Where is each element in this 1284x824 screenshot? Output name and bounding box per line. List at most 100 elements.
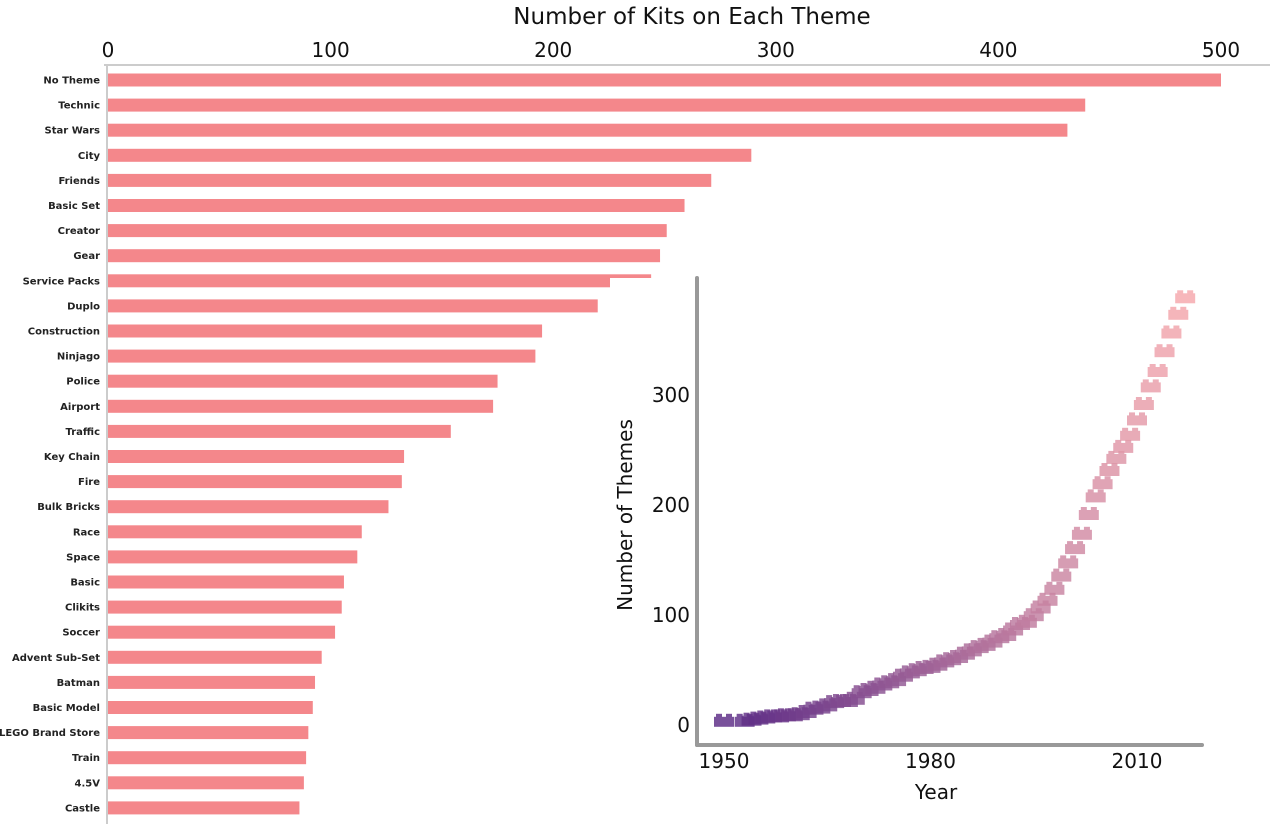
brick-stud xyxy=(1159,364,1166,368)
brick-stud xyxy=(1108,450,1115,455)
x-tick-label: 0 xyxy=(102,38,115,62)
brick-marker xyxy=(1078,507,1099,520)
bar-clikits xyxy=(108,600,342,614)
brick-stud xyxy=(819,698,826,703)
brick-stud xyxy=(1163,325,1170,330)
brick-stud xyxy=(894,668,901,673)
brick-stud xyxy=(791,707,798,712)
brick-stud xyxy=(826,695,833,700)
brick-marker xyxy=(1113,439,1134,453)
brick-stud xyxy=(1149,364,1156,368)
bar-fire xyxy=(108,475,402,489)
brick-stud xyxy=(833,694,840,698)
category-label: Clikits xyxy=(65,603,100,614)
brick-stud xyxy=(1056,581,1063,586)
bar-city xyxy=(108,148,752,162)
category-label: Construction xyxy=(28,327,100,338)
brick-stud xyxy=(1122,427,1129,432)
category-label: No Theme xyxy=(43,76,100,87)
category-label: Batman xyxy=(57,678,100,689)
bar-soccer xyxy=(108,625,336,639)
bar-creator xyxy=(108,224,667,238)
brick-marker xyxy=(1065,541,1086,555)
brick-body xyxy=(1016,617,1037,628)
brick-marker xyxy=(1175,290,1196,304)
brick-body xyxy=(1092,479,1113,490)
brick-body xyxy=(1154,347,1175,358)
brick-stud xyxy=(1053,568,1060,573)
bar-bulk-bricks xyxy=(108,500,389,514)
brick-stud xyxy=(1005,622,1012,627)
bar-police xyxy=(108,374,498,388)
category-label: Train xyxy=(72,753,100,764)
category-label: Duplo xyxy=(67,301,100,312)
brick-marker xyxy=(1127,412,1147,426)
brick-stud xyxy=(1101,463,1108,467)
bar-basic-set xyxy=(108,199,685,212)
bar-race xyxy=(108,525,362,539)
brick-stud xyxy=(736,713,743,718)
brick-stud xyxy=(1083,526,1090,531)
brick-marker xyxy=(1154,344,1175,358)
bar-friends xyxy=(108,173,712,187)
brick-stud xyxy=(1115,439,1122,444)
brick-marker xyxy=(1147,364,1168,377)
brick-body xyxy=(1106,453,1127,464)
brick-stud xyxy=(1170,306,1177,311)
bar-train xyxy=(108,751,307,765)
brick-stud xyxy=(1125,439,1132,444)
brick-stud xyxy=(1018,614,1025,619)
brick-stud xyxy=(1073,526,1080,531)
brick-stud xyxy=(853,685,860,690)
brick-body xyxy=(1065,544,1086,555)
brick-stud xyxy=(1104,476,1111,481)
bar-technic xyxy=(108,98,1086,112)
brick-body xyxy=(844,694,865,705)
brick-stud xyxy=(881,675,888,680)
bar-advent-sub-set xyxy=(108,650,322,664)
brick-marker xyxy=(1071,526,1092,540)
brick-stud xyxy=(950,650,957,654)
brick-body xyxy=(1003,625,1024,636)
top-axis-ticks: 0 100 200 300 400 500 xyxy=(102,38,1240,62)
category-labels: No Theme Technic Star Wars City Friends Basic… xyxy=(0,76,100,815)
category-label: Fire xyxy=(78,477,100,488)
bar-no-theme xyxy=(108,73,1221,87)
brick-marker xyxy=(1099,463,1120,476)
category-label: Ninjago xyxy=(57,352,100,363)
brick-body xyxy=(1161,328,1182,339)
brick-marker xyxy=(1044,581,1065,595)
brick-body xyxy=(1099,466,1120,476)
brick-stud xyxy=(839,694,846,698)
brick-stud xyxy=(901,665,908,670)
brick-body xyxy=(1071,529,1092,540)
brick-stud xyxy=(1129,412,1135,417)
brick-stud xyxy=(764,709,771,714)
inset-y-tick-label: 200 xyxy=(652,493,690,517)
bar-duplo xyxy=(108,299,598,313)
brick-stud xyxy=(1180,306,1187,311)
brick-stud xyxy=(1142,379,1149,384)
brick-stud xyxy=(750,711,757,716)
brick-marker xyxy=(1120,427,1141,441)
brick-stud xyxy=(1070,555,1077,560)
category-label: Creator xyxy=(58,226,100,237)
brick-marker xyxy=(714,713,734,727)
category-label: Key Chain xyxy=(44,452,100,463)
brick-stud xyxy=(922,659,929,664)
bar-batman xyxy=(108,675,316,689)
bar-basic-model xyxy=(108,701,313,714)
category-label: Basic xyxy=(70,578,100,589)
inset-tick-labels: 1950 1980 2010 0 100 200 300 xyxy=(652,383,1163,773)
inset-y-tick-label: 300 xyxy=(652,383,690,407)
brick-marker xyxy=(1161,325,1182,339)
brick-body xyxy=(1133,400,1154,410)
brick-stud xyxy=(1080,507,1087,511)
brick-stud xyxy=(860,683,867,687)
category-label: Airport xyxy=(60,402,100,413)
brick-stud xyxy=(777,708,784,713)
category-label: 4.5V xyxy=(75,778,101,789)
brick-stud xyxy=(1060,555,1067,560)
brick-stud xyxy=(1039,592,1046,597)
brick-stud xyxy=(757,710,764,715)
